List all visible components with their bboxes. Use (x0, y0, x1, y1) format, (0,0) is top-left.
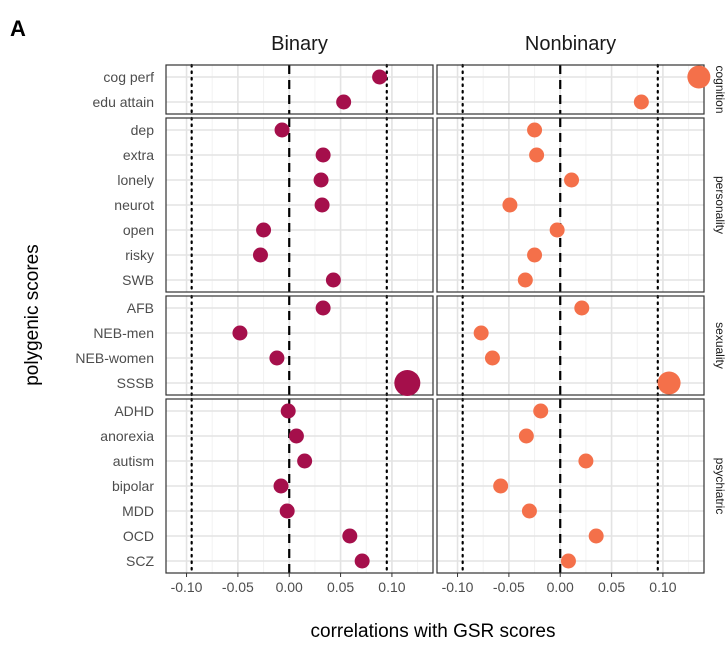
data-point-binary-afb (315, 300, 331, 316)
x-tick-label: -0.10 (442, 579, 474, 595)
x-tick-label: -0.05 (493, 579, 525, 595)
data-point-binary-mdd (279, 503, 295, 519)
data-point-nonbinary-autism (578, 453, 594, 469)
y-tick-label: neurot (114, 197, 154, 213)
x-tick-label: -0.05 (222, 579, 254, 595)
data-point-binary-adhd (280, 403, 296, 419)
data-point-binary-bipolar (273, 478, 289, 494)
data-point-nonbinary-edu-attain (633, 94, 649, 110)
y-tick-label: risky (125, 247, 154, 263)
x-tick-label: 0.10 (378, 579, 405, 595)
y-axis-title: polygenic scores (22, 244, 43, 386)
x-tick-label: 0.10 (649, 579, 676, 595)
data-point-binary-lonely (313, 172, 329, 188)
facet-panel-binary-sexuality (165, 295, 434, 396)
y-tick-label: edu attain (93, 94, 155, 110)
y-tick-label: AFB (127, 300, 154, 316)
facet-strip-cognition: cognition (713, 65, 725, 113)
column-title-nonbinary: Nonbinary (525, 33, 616, 55)
data-point-binary-swb (325, 272, 341, 288)
y-tick-label: open (123, 222, 154, 238)
x-tick-label: 0.00 (547, 579, 574, 595)
x-tick-label: -0.10 (171, 579, 203, 595)
y-tick-label: NEB-women (75, 350, 154, 366)
y-tick-label: ADHD (114, 403, 154, 419)
facet-strip-personality: personality (713, 176, 725, 234)
data-point-nonbinary-swb (517, 272, 533, 288)
x-tick-label: 0.05 (598, 579, 625, 595)
data-point-binary-autism (297, 453, 313, 469)
data-point-nonbinary-adhd (533, 403, 549, 419)
x-tick-label: 0.05 (327, 579, 354, 595)
data-point-nonbinary-neb-men (473, 325, 489, 341)
y-tick-label: MDD (122, 503, 154, 519)
facet-strip-sexuality: sexuality (713, 322, 725, 369)
y-tick-label: dep (131, 122, 155, 138)
data-point-binary-ocd (342, 528, 358, 544)
data-point-binary-anorexia (288, 428, 304, 444)
y-tick-label: SWB (122, 272, 154, 288)
data-point-nonbinary-neurot (502, 197, 518, 213)
data-point-nonbinary-cog-perf (687, 65, 711, 89)
data-point-binary-cog-perf (372, 69, 388, 85)
data-point-nonbinary-sssb (657, 371, 681, 395)
facet-panel-binary-cognition (165, 64, 434, 115)
facet-panel-binary-psychiatric (165, 398, 434, 574)
y-tick-label: SSSB (117, 375, 154, 391)
y-tick-label: autism (113, 453, 154, 469)
data-point-nonbinary-dep (527, 122, 543, 138)
data-point-nonbinary-neb-women (484, 350, 500, 366)
data-point-nonbinary-ocd (588, 528, 604, 544)
data-point-nonbinary-bipolar (493, 478, 509, 494)
y-tick-label: extra (123, 147, 154, 163)
y-tick-label: OCD (123, 528, 154, 544)
facet-strip-psychiatric: psychiatric (713, 458, 725, 515)
y-tick-label: NEB-men (93, 325, 154, 341)
facet-panel-nonbinary-psychiatric (436, 398, 705, 574)
y-tick-label: lonely (117, 172, 154, 188)
y-tick-label: anorexia (100, 428, 154, 444)
data-point-binary-sssb (394, 370, 421, 396)
facet-panel-nonbinary-sexuality (436, 295, 705, 396)
data-point-nonbinary-anorexia (518, 428, 534, 444)
x-tick-label: 0.00 (276, 579, 303, 595)
data-point-nonbinary-extra (529, 147, 545, 163)
x-axis-title: correlations with GSR scores (311, 621, 556, 642)
facet-panel-nonbinary-personality (436, 117, 705, 293)
data-point-nonbinary-afb (574, 300, 590, 316)
data-point-binary-dep (274, 122, 290, 138)
data-point-binary-scz (354, 553, 370, 569)
data-point-nonbinary-scz (560, 553, 576, 569)
y-tick-label: bipolar (112, 478, 154, 494)
data-point-binary-neb-women (269, 350, 285, 366)
data-point-binary-neb-men (232, 325, 248, 341)
data-point-nonbinary-mdd (521, 503, 537, 519)
column-title-binary: Binary (271, 33, 328, 55)
data-point-binary-open (256, 222, 272, 238)
data-point-binary-extra (315, 147, 331, 163)
data-point-nonbinary-lonely (564, 172, 580, 188)
data-point-nonbinary-open (549, 222, 565, 238)
plot-area: Binary Nonbinary cognition cog perf edu atta… (75, 33, 725, 595)
data-point-binary-edu-attain (336, 94, 352, 110)
panel-tag: A (10, 16, 26, 41)
y-tick-label: cog perf (103, 69, 154, 85)
data-point-nonbinary-risky (527, 247, 543, 263)
y-tick-label: SCZ (126, 553, 154, 569)
facet-panel-binary-personality (165, 117, 434, 293)
facet-panel-nonbinary-cognition (436, 64, 705, 115)
data-point-binary-neurot (314, 197, 330, 213)
data-point-binary-risky (252, 247, 268, 263)
